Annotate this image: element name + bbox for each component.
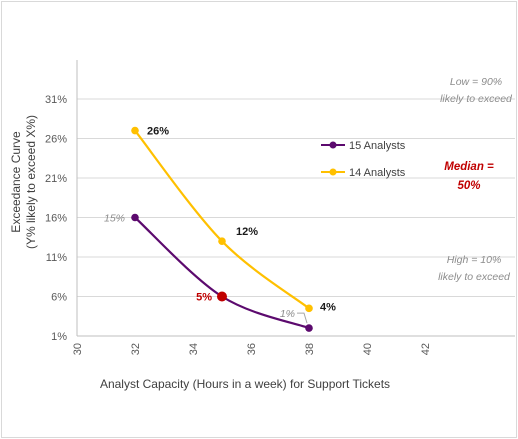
legend-label-14-analysts: 14 Analysts bbox=[349, 167, 406, 179]
x-tick-label: 30 bbox=[72, 343, 84, 355]
x-tick-label: 32 bbox=[130, 343, 142, 355]
y-tick-label: 21% bbox=[45, 173, 67, 185]
right-annotations: Low = 90% likely to exceed Median = 50% … bbox=[438, 76, 513, 283]
data-label: 5% bbox=[196, 292, 212, 304]
legend-marker-14-analysts bbox=[329, 168, 337, 176]
legend: 15 Analysts 14 Analysts bbox=[321, 140, 406, 179]
data-point bbox=[217, 291, 227, 302]
x-tick-label: 34 bbox=[188, 343, 200, 355]
high-note-line1: High = 10% bbox=[447, 254, 502, 266]
low-note-line1: Low = 90% bbox=[450, 76, 502, 88]
data-labels: 26% 12% 4% 15% 5% 1% bbox=[104, 126, 336, 324]
y-tick-label: 11% bbox=[46, 252, 67, 264]
y-tick-label: 6% bbox=[51, 292, 67, 304]
data-point bbox=[218, 237, 226, 245]
x-tick-labels: 30 32 34 36 38 40 42 bbox=[72, 343, 432, 355]
y-tick-label: 16% bbox=[45, 213, 67, 225]
data-point bbox=[305, 304, 313, 313]
y-tick-label: 31% bbox=[45, 94, 67, 106]
y-tick-label: 26% bbox=[45, 134, 67, 146]
data-label: 1% bbox=[280, 308, 295, 320]
y-tick-label: 1% bbox=[51, 331, 67, 343]
series-lines bbox=[131, 126, 313, 332]
label-leader-line bbox=[297, 312, 308, 324]
x-tick-label: 42 bbox=[420, 343, 432, 355]
x-tick-label: 40 bbox=[362, 343, 374, 355]
median-note-line1: Median = bbox=[444, 161, 494, 173]
data-label: 4% bbox=[320, 301, 336, 313]
x-axis-title: Analyst Capacity (Hours in a week) for S… bbox=[100, 377, 390, 391]
data-point bbox=[131, 126, 139, 135]
x-tick-label: 38 bbox=[304, 343, 316, 355]
high-note-line2: likely to exceed bbox=[438, 271, 511, 283]
y-axis-title-line1: Exceedance Curve bbox=[9, 131, 23, 233]
data-point bbox=[305, 324, 313, 332]
series-line bbox=[134, 129, 310, 310]
legend-label-15-analysts: 15 Analysts bbox=[349, 140, 406, 152]
x-tick-label: 36 bbox=[246, 343, 258, 355]
legend-marker-15-analysts bbox=[329, 141, 337, 149]
data-label: 12% bbox=[236, 226, 258, 238]
low-note-line2: likely to exceed bbox=[440, 93, 513, 105]
data-label: 26% bbox=[147, 126, 169, 138]
gridlines bbox=[76, 60, 515, 337]
y-tick-labels: 1% 6% 11% 16% 21% 26% 31% bbox=[45, 94, 67, 343]
data-label: 15% bbox=[104, 213, 125, 225]
median-note-line2: 50% bbox=[457, 180, 480, 192]
data-point bbox=[131, 213, 139, 222]
y-axis-title-line2: (Y% likely to exceed X%) bbox=[24, 115, 38, 249]
